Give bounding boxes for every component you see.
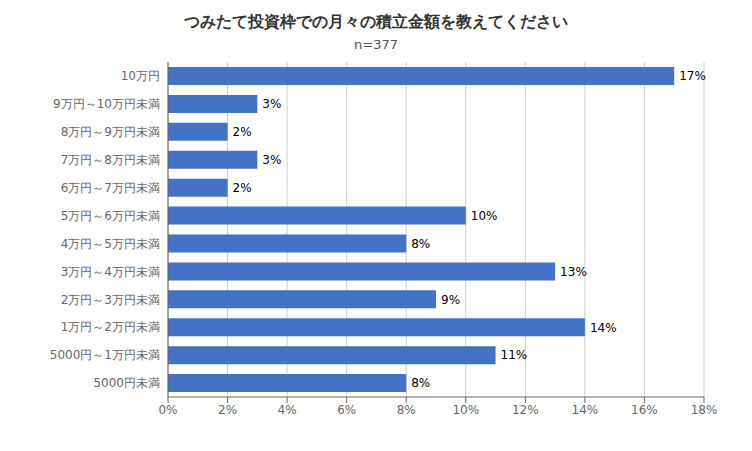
svg-text:3万円～4万円未満: 3万円～4万円未満 [61,265,160,279]
svg-text:13%: 13% [560,265,587,279]
svg-text:16%: 16% [631,403,658,417]
svg-text:18%: 18% [691,403,718,417]
svg-text:10万円: 10万円 [121,69,160,83]
svg-text:6万円～7万円未満: 6万円～7万円未満 [61,181,160,195]
svg-text:4%: 4% [278,403,297,417]
svg-text:8%: 8% [397,403,416,417]
svg-text:11%: 11% [501,348,528,362]
svg-text:7万円～8万円未満: 7万円～8万円未満 [61,153,160,167]
svg-text:8万円～9万円未満: 8万円～9万円未満 [61,125,160,139]
svg-text:3%: 3% [262,153,281,167]
svg-text:6%: 6% [337,403,356,417]
svg-text:2%: 2% [218,403,237,417]
svg-text:9万円～10万円未満: 9万円～10万円未満 [53,97,160,111]
svg-text:10%: 10% [452,403,479,417]
svg-text:2%: 2% [233,181,252,195]
svg-text:3%: 3% [262,97,281,111]
html-text:n=377: n=377 [354,37,398,52]
svg-text:2万円～3万円未満: 2万円～3万円未満 [61,293,160,307]
svg-text:5000円未満: 5000円未満 [93,376,160,390]
svg-text:0%: 0% [158,403,177,417]
svg-text:17%: 17% [679,69,706,83]
svg-text:9%: 9% [441,293,460,307]
svg-text:8%: 8% [411,237,430,251]
svg-text:14%: 14% [590,321,617,335]
svg-text:5000円～1万円未満: 5000円～1万円未満 [50,348,160,362]
svg-text:2%: 2% [233,125,252,139]
svg-text:4万円～5万円未満: 4万円～5万円未満 [61,237,160,251]
svg-text:8%: 8% [411,376,430,390]
svg-text:5万円～6万円未満: 5万円～6万円未満 [61,209,160,223]
html-text:つみたて投資枠での月々の積立金額を教えてください: つみたて投資枠での月々の積立金額を教えてください [184,12,568,31]
svg-text:1万円～2万円未満: 1万円～2万円未満 [61,320,160,334]
svg-text:14%: 14% [572,403,599,417]
svg-text:10%: 10% [471,209,498,223]
svg-text:12%: 12% [512,403,539,417]
